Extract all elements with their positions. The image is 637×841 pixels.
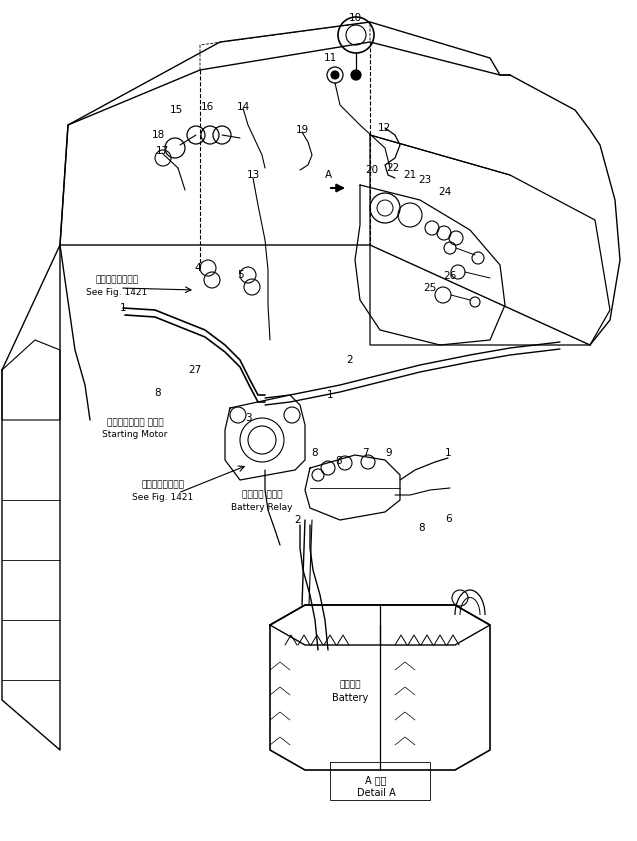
Text: 9: 9 (385, 448, 392, 458)
Text: 26: 26 (443, 271, 457, 281)
Text: 24: 24 (438, 187, 452, 197)
Text: 8: 8 (155, 388, 161, 398)
Text: Detail A: Detail A (357, 788, 396, 798)
Text: 4: 4 (195, 263, 201, 273)
Text: 23: 23 (419, 175, 432, 185)
Text: 16: 16 (201, 102, 213, 112)
Text: バッテリ: バッテリ (340, 680, 361, 689)
Text: 25: 25 (424, 283, 436, 293)
Text: 2: 2 (295, 515, 301, 525)
Text: 8: 8 (419, 523, 426, 533)
Text: Battery Relay: Battery Relay (231, 503, 293, 512)
Circle shape (351, 70, 361, 80)
Text: 1: 1 (120, 303, 126, 313)
Text: Starting Motor: Starting Motor (103, 430, 168, 439)
Text: 20: 20 (366, 165, 378, 175)
Text: 14: 14 (236, 102, 250, 112)
Text: スターティング モータ: スターティング モータ (106, 418, 163, 427)
Text: 10: 10 (348, 13, 362, 23)
Text: 第１４２１図参照: 第１４２１図参照 (141, 480, 185, 489)
Text: 13: 13 (247, 170, 260, 180)
Text: 6: 6 (446, 514, 452, 524)
Text: 21: 21 (403, 170, 417, 180)
Text: 第１４２１図参照: 第１４２１図参照 (96, 275, 138, 284)
Text: 3: 3 (245, 413, 252, 423)
Text: See Fig. 1421: See Fig. 1421 (132, 493, 194, 502)
Text: 19: 19 (296, 125, 308, 135)
Text: 12: 12 (377, 123, 390, 133)
Text: バッテリ リレー: バッテリ リレー (242, 490, 282, 499)
Text: 2: 2 (347, 355, 354, 365)
Text: 18: 18 (152, 130, 164, 140)
Text: Battery: Battery (332, 693, 368, 703)
Text: 27: 27 (189, 365, 202, 375)
Text: See Fig. 1421: See Fig. 1421 (87, 288, 148, 297)
Text: 5: 5 (237, 270, 243, 280)
Text: A 詳細: A 詳細 (365, 775, 387, 785)
Text: 7: 7 (362, 448, 368, 458)
Text: 22: 22 (387, 163, 399, 173)
Text: 8: 8 (311, 448, 318, 458)
Text: 15: 15 (169, 105, 183, 115)
Text: A: A (324, 170, 332, 180)
Text: 11: 11 (324, 53, 336, 63)
Circle shape (331, 71, 339, 79)
Text: 8: 8 (336, 456, 342, 466)
Text: 17: 17 (155, 146, 169, 156)
Text: 1: 1 (327, 390, 333, 400)
Text: 1: 1 (445, 448, 451, 458)
